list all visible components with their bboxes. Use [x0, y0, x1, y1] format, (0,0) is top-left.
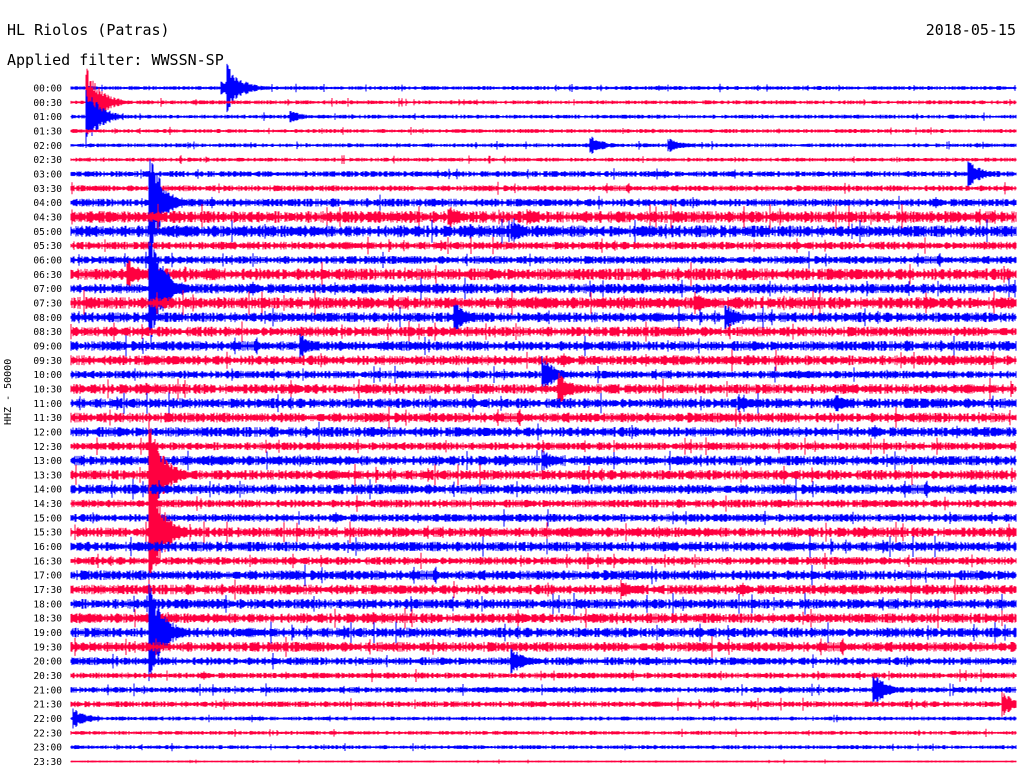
time-tick-label: 15:30 [33, 528, 62, 539]
time-tick-label: 04:30 [33, 212, 62, 223]
time-tick-label: 11:00 [33, 399, 62, 410]
time-tick-label: 02:30 [33, 155, 62, 166]
time-tick-label: 02:00 [33, 141, 62, 152]
time-tick-label: 00:30 [33, 98, 62, 109]
time-tick-label: 05:00 [33, 227, 62, 238]
time-tick-label: 12:30 [33, 442, 62, 453]
time-tick-label: 13:30 [33, 470, 62, 481]
time-tick-label: 08:30 [33, 327, 62, 338]
time-tick-label: 09:00 [33, 341, 62, 352]
filter-label: Applied filter: WWSSN-SP [7, 51, 224, 69]
time-tick-label: 14:00 [33, 485, 62, 496]
time-tick-label: 21:00 [33, 685, 62, 696]
time-tick-label: 08:00 [33, 313, 62, 324]
time-tick-label: 14:30 [33, 499, 62, 510]
time-tick-label: 09:30 [33, 356, 62, 367]
time-tick-label: 00:00 [33, 84, 62, 95]
time-tick-label: 03:30 [33, 184, 62, 195]
time-tick-label: 19:30 [33, 642, 62, 653]
time-tick-label: 19:00 [33, 628, 62, 639]
time-tick-label: 16:30 [33, 556, 62, 567]
station-title: HL Riolos (Patras) [7, 21, 170, 39]
time-tick-label: 06:30 [33, 270, 62, 281]
time-tick-label: 17:00 [33, 571, 62, 582]
time-tick-label: 17:30 [33, 585, 62, 596]
time-tick-label: 03:00 [33, 169, 62, 180]
time-tick-label: 11:30 [33, 413, 62, 424]
time-tick-label: 01:00 [33, 112, 62, 123]
time-tick-label: 10:00 [33, 370, 62, 381]
time-tick-label: 01:30 [33, 126, 62, 137]
time-tick-label: 18:30 [33, 614, 62, 625]
date-label: 2018-05-15 [925, 21, 1016, 39]
time-tick-label: 23:30 [33, 757, 62, 768]
time-tick-labels: 00:00 00:30 01:00 01:30 02:00 02:30 03:00 03:30… [33, 84, 62, 769]
time-tick-label: 13:00 [33, 456, 62, 467]
time-tick-label: 10:30 [33, 384, 62, 395]
time-tick-label: 04:00 [33, 198, 62, 209]
time-tick-label: 05:30 [33, 241, 62, 252]
time-tick-label: 07:30 [33, 298, 62, 309]
time-tick-label: 07:00 [33, 284, 62, 295]
seismogram-traces [70, 63, 1017, 764]
time-tick-label: 20:30 [33, 671, 62, 682]
time-tick-label: 20:00 [33, 657, 62, 668]
time-tick-label: 18:00 [33, 599, 62, 610]
time-tick-label: 22:30 [33, 728, 62, 739]
time-tick-label: 21:30 [33, 700, 62, 711]
time-tick-label: 06:00 [33, 255, 62, 266]
time-tick-label: 16:00 [33, 542, 62, 553]
time-tick-label: 22:00 [33, 714, 62, 725]
time-tick-label: 15:00 [33, 513, 62, 524]
time-tick-label: 23:00 [33, 743, 62, 754]
time-tick-label: 12:00 [33, 427, 62, 438]
